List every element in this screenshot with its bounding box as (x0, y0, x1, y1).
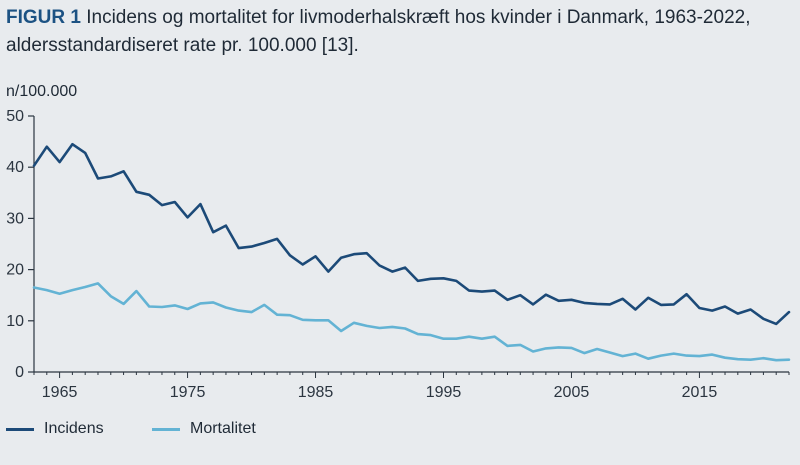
figure-label: FIGUR 1 (6, 7, 81, 28)
chart-title: FIGUR 1 Incidens og mortalitet for livmo… (6, 4, 796, 60)
y-tick-label: 50 (6, 108, 24, 125)
legend-label-mortalitet: Mortalitet (190, 420, 256, 437)
series-lines (32, 142, 791, 362)
x-tick-label: 2015 (682, 384, 718, 401)
series-line-mortalitet (32, 282, 791, 362)
y-tick-label: 10 (6, 313, 24, 330)
series-line-incidens (32, 142, 791, 326)
y-tick-label: 20 (6, 262, 24, 279)
y-tick-label: 0 (15, 364, 24, 381)
x-tick-label: 1985 (298, 384, 334, 401)
legend-swatch-mortalitet (152, 427, 180, 431)
y-tick-label: 30 (6, 210, 24, 227)
figure-caption: Incidens og mortalitet for livmoderhalsk… (6, 7, 751, 56)
y-axis-label: n/100.000 (6, 83, 78, 100)
axes: 0 10 20 30 40 50 1965 1975 1985 1995 2005 2015 (6, 108, 790, 401)
legend-swatch-incidens (6, 427, 34, 431)
y-tick-label: 40 (6, 159, 24, 176)
legend-item-incidens: Incidens (6, 420, 104, 438)
x-tick-label: 2005 (554, 384, 590, 401)
legend-item-mortalitet: Mortalitet (152, 420, 256, 438)
legend-label-incidens: Incidens (44, 420, 104, 437)
x-tick-label: 1995 (426, 384, 462, 401)
x-tick-label: 1965 (42, 384, 78, 401)
x-tick-label: 1975 (170, 384, 206, 401)
